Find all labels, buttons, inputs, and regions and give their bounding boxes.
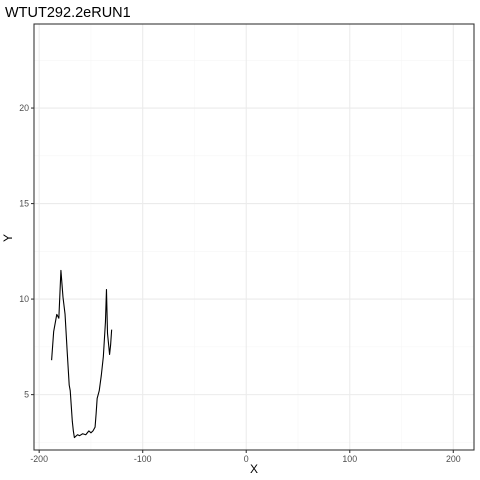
y-tick-label: 15 bbox=[19, 199, 29, 209]
panel-border bbox=[33, 23, 475, 451]
y-tick-label: 5 bbox=[24, 390, 29, 400]
x-tick-label: 100 bbox=[342, 454, 357, 464]
x-tick-label: -200 bbox=[30, 454, 48, 464]
data-series-layer bbox=[51, 269, 113, 439]
minor-gridlines bbox=[34, 24, 474, 450]
y-tick-label: 20 bbox=[19, 103, 29, 113]
y-tick-label: 10 bbox=[19, 294, 29, 304]
series-line bbox=[51, 269, 113, 439]
x-tick-label: -100 bbox=[134, 454, 152, 464]
chart-title: WTUT292.2eRUN1 bbox=[5, 5, 131, 21]
x-tick-label: 200 bbox=[446, 454, 461, 464]
major-gridlines bbox=[34, 24, 474, 450]
x-axis-title: X bbox=[250, 462, 258, 476]
y-axis-ticks: 5 10 15 20 bbox=[19, 103, 34, 400]
x-axis-ticks: -200 -100 0 100 200 bbox=[30, 450, 461, 464]
x-tick-label: 0 bbox=[244, 454, 249, 464]
y-axis-title: Y bbox=[1, 234, 15, 242]
